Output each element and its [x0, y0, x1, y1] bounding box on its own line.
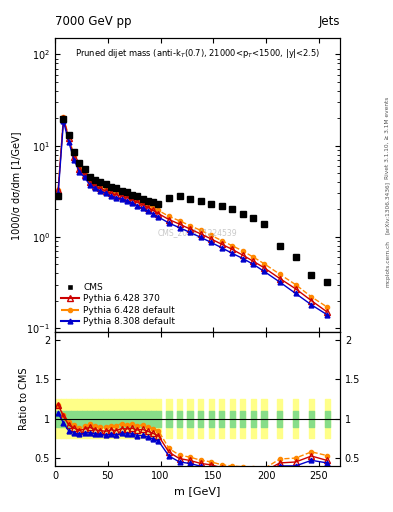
Y-axis label: 1000/σ dσ/dm [1/GeV]: 1000/σ dσ/dm [1/GeV] — [11, 131, 21, 240]
Text: Rivet 3.1.10, ≥ 3.1M events: Rivet 3.1.10, ≥ 3.1M events — [385, 97, 390, 179]
Text: mcplots.cern.ch: mcplots.cern.ch — [385, 240, 390, 287]
Y-axis label: Ratio to CMS: Ratio to CMS — [19, 368, 29, 431]
Legend: CMS, Pythia 6.428 370, Pythia 6.428 default, Pythia 8.308 default: CMS, Pythia 6.428 370, Pythia 6.428 defa… — [59, 282, 177, 328]
Text: CMS_2013_I1224539: CMS_2013_I1224539 — [158, 228, 237, 237]
X-axis label: m [GeV]: m [GeV] — [174, 486, 221, 496]
Text: Jets: Jets — [318, 15, 340, 28]
Text: Pruned dijet mass (anti-k$_T$(0.7), 21000<p$_T$<1500, |y|<2.5): Pruned dijet mass (anti-k$_T$(0.7), 2100… — [75, 47, 320, 60]
Text: [arXiv:1306.3436]: [arXiv:1306.3436] — [385, 181, 390, 234]
Text: 7000 GeV pp: 7000 GeV pp — [55, 15, 132, 28]
